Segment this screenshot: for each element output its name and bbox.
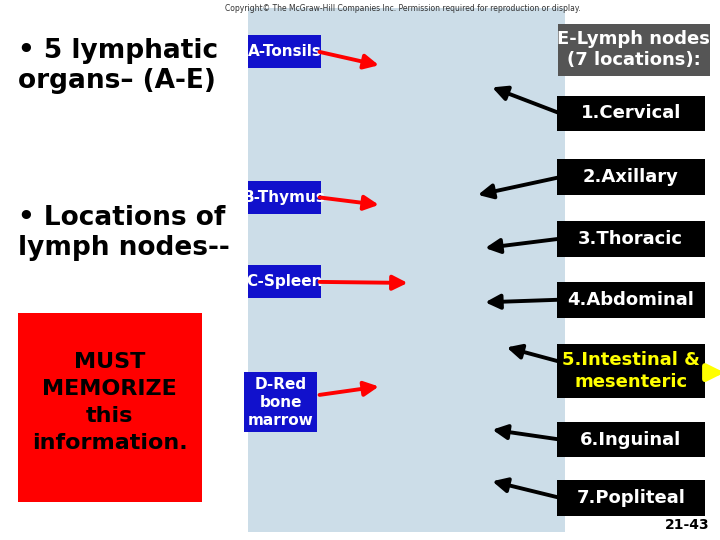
FancyBboxPatch shape [248, 266, 321, 298]
Text: 1.Cervical: 1.Cervical [580, 104, 681, 123]
Text: E-Lymph nodes
(7 locations):: E-Lymph nodes (7 locations): [557, 30, 710, 70]
FancyBboxPatch shape [248, 180, 321, 213]
Text: D-Red
bone
marrow: D-Red bone marrow [248, 377, 314, 428]
FancyBboxPatch shape [557, 343, 705, 399]
Text: 21-43: 21-43 [665, 518, 709, 532]
Text: 7.Popliteal: 7.Popliteal [576, 489, 685, 507]
Text: C-Spleen: C-Spleen [246, 274, 323, 289]
Text: A-Tonsils: A-Tonsils [248, 44, 321, 59]
FancyBboxPatch shape [18, 313, 202, 502]
Text: 3.Thoracic: 3.Thoracic [578, 230, 683, 248]
FancyBboxPatch shape [248, 35, 321, 68]
FancyBboxPatch shape [557, 480, 705, 516]
FancyBboxPatch shape [557, 422, 705, 457]
Text: MUST
MEMORIZE
this
information.: MUST MEMORIZE this information. [32, 352, 188, 453]
FancyBboxPatch shape [557, 159, 705, 195]
FancyBboxPatch shape [557, 282, 705, 318]
Text: B-Thymus: B-Thymus [243, 190, 326, 205]
Text: 4.Abdominal: 4.Abdominal [567, 291, 694, 309]
Text: 6.Inguinal: 6.Inguinal [580, 430, 681, 449]
FancyBboxPatch shape [245, 373, 318, 432]
FancyBboxPatch shape [248, 8, 565, 532]
Text: Copyright© The McGraw-Hill Companies Inc. Permission required for reproduction o: Copyright© The McGraw-Hill Companies Inc… [225, 4, 581, 13]
FancyBboxPatch shape [557, 221, 705, 256]
Text: • 5 lymphatic
organs– (A-E): • 5 lymphatic organs– (A-E) [18, 38, 218, 94]
Text: 2.Axillary: 2.Axillary [582, 168, 679, 186]
FancyBboxPatch shape [557, 96, 705, 131]
Text: • Locations of
lymph nodes--: • Locations of lymph nodes-- [18, 205, 230, 261]
Text: 5.Intestinal &
mesenteric: 5.Intestinal & mesenteric [562, 351, 700, 391]
FancyBboxPatch shape [557, 24, 709, 76]
